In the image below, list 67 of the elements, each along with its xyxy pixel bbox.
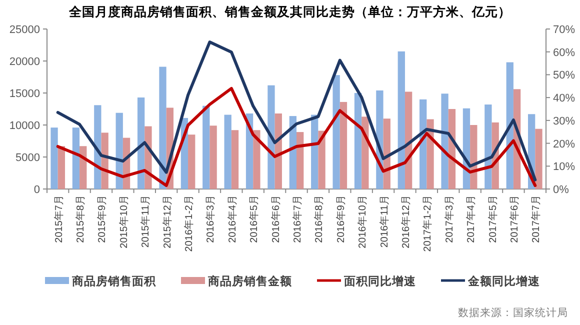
y-tick-label: 15000: [9, 88, 40, 100]
x-tick-label: 2016年4月: [226, 195, 238, 243]
bar: [332, 75, 340, 189]
y2-tick-label: 50%: [553, 70, 576, 82]
x-tick-label: 2016年12月: [400, 195, 412, 248]
line-series: [56, 86, 537, 188]
y-tick-label: 0: [34, 184, 40, 196]
bar: [318, 130, 326, 189]
x-tick-label: 2017年1-2月: [422, 195, 434, 252]
x-tick-label: 2017年4月: [465, 195, 478, 243]
bar: [202, 106, 210, 189]
bar: [253, 130, 260, 189]
x-tick-label: 2016年3月: [204, 195, 217, 243]
x-tick-label: 2015年7月: [52, 195, 65, 243]
x-tick-label: 2017年6月: [508, 195, 520, 243]
y2-tick-label: 60%: [553, 46, 576, 59]
bar: [268, 85, 275, 189]
line-series: [56, 40, 537, 182]
x-tick-label: 2015年8月: [74, 195, 87, 243]
source-note: 数据来源：国家统计局: [458, 306, 568, 319]
bar: [137, 97, 145, 189]
x-tick-label: 2016年9月: [334, 195, 347, 243]
bar: [210, 126, 217, 189]
y2-tick-label: 20%: [553, 138, 576, 150]
bar: [50, 128, 58, 189]
legend-label: 金额同比增速: [467, 274, 540, 288]
bar: [231, 130, 239, 189]
x-tick-label: 2017年5月: [486, 195, 499, 243]
bar: [535, 128, 542, 189]
y2-tick-label: 10%: [553, 161, 576, 174]
bar: [354, 93, 362, 189]
bar: [188, 134, 196, 189]
y-tick-label: 20000: [9, 56, 40, 68]
y-tick-label: 25000: [9, 24, 40, 36]
bar: [340, 102, 348, 189]
y-tick-label: 10000: [9, 120, 40, 132]
x-tick-label: 2016年1-2月: [183, 195, 196, 252]
x-tick-label: 2016年7月: [292, 195, 304, 243]
y2-tick-label: 70%: [553, 24, 576, 36]
x-tick-label: 2016年11月: [378, 195, 390, 248]
x-tick-label: 2015年12月: [161, 195, 174, 248]
bar: [159, 66, 166, 189]
bar: [484, 104, 492, 189]
x-tick-label: 2017年3月: [443, 195, 456, 243]
bar: [398, 51, 405, 189]
x-tick-label: 2016年5月: [248, 195, 260, 243]
bar: [72, 128, 80, 189]
x-tick-label: 2016年10月: [356, 195, 369, 248]
x-tick-label: 2017年7月: [530, 195, 542, 243]
x-tick-label: 2015年10月: [118, 195, 130, 248]
y2-tick-label: 40%: [553, 92, 576, 105]
x-tick-label: 2015年11月: [140, 195, 152, 248]
legend-label: 面积同比增速: [343, 274, 416, 288]
bar: [58, 146, 66, 189]
bar: [224, 114, 232, 189]
bar: [80, 146, 87, 189]
x-tick-label: 2015年9月: [96, 195, 108, 243]
y-tick-label: 5000: [16, 152, 40, 164]
bar: [441, 94, 448, 189]
x-tick-label: 2016年6月: [270, 195, 282, 243]
legend-label: 商品房销售金额: [207, 274, 293, 288]
y2-tick-label: 30%: [553, 115, 576, 128]
chart-title: 全国月度商品房销售面积、销售金额及其同比走势（单位：万平方米、亿元）: [68, 4, 511, 19]
bar: [296, 132, 304, 189]
y2-tick-label: 0%: [553, 184, 570, 196]
x-tick-label: 2016年8月: [313, 195, 326, 243]
legend-label: 商品房销售面积: [71, 274, 157, 288]
